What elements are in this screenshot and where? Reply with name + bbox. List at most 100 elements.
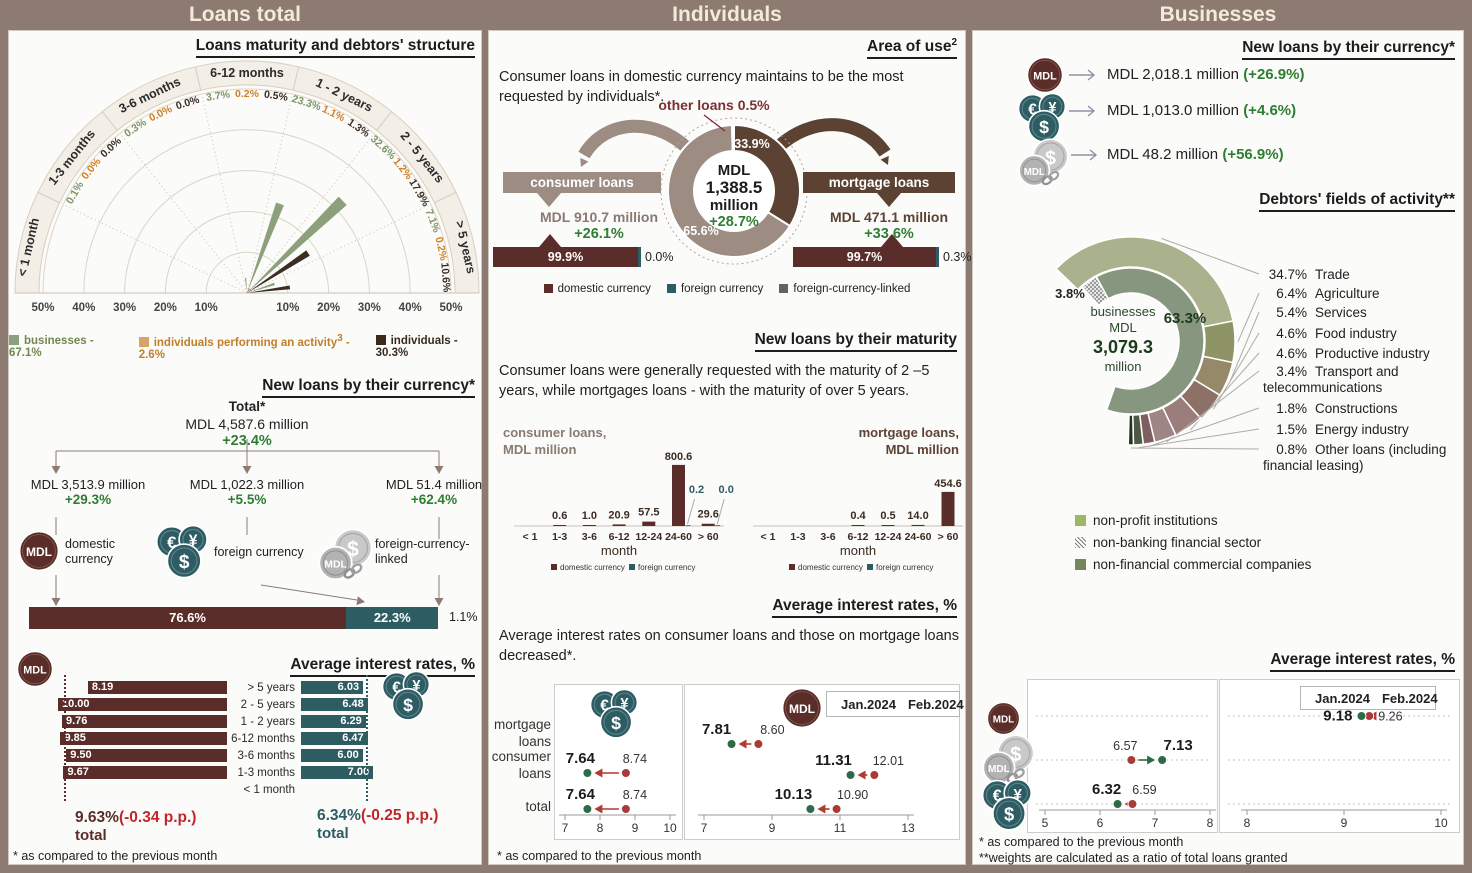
field-row: 4.6% Food industry: [1276, 326, 1397, 341]
maturity-structure-title: Loans maturity and debtors' structure: [195, 37, 475, 58]
svg-text:0.5%: 0.5%: [263, 88, 289, 103]
svg-text:8: 8: [597, 821, 604, 835]
svg-text:domestic currency: domestic currency: [560, 563, 625, 572]
mortgage-loans-banner: mortgage loans: [803, 172, 955, 193]
tornado-chart: > 5 years 8.19 6.03 2 - 5 years 10.00 6.48 1 -…: [9, 675, 483, 811]
svg-text:domestic currency: domestic currency: [798, 563, 863, 572]
footnote-biz-2: **weights are calculated as a ratio of t…: [979, 851, 1288, 865]
svg-text:6.59: 6.59: [1132, 783, 1156, 797]
legend-linked: foreign-currency-linked: [779, 283, 910, 295]
row-label-consumer: consumer loans: [491, 749, 551, 781]
svg-text:¥: ¥: [189, 533, 198, 550]
foreign-coins-icon: € ¥ $: [155, 524, 211, 586]
svg-text:6-12 months: 6-12 months: [210, 66, 284, 80]
svg-text:¥: ¥: [412, 678, 421, 694]
svg-text:20.9: 20.9: [608, 509, 629, 521]
biz-legend-nfcc: non-financial commercial companies: [1075, 557, 1311, 572]
mortgage-amount: MDL 471.1 million: [830, 209, 948, 225]
mortgage-bar-outside: 0.3%: [943, 250, 972, 264]
svg-text:6.57: 6.57: [1113, 739, 1137, 753]
svg-text:9.18: 9.18: [1323, 708, 1352, 725]
svg-text:million: million: [710, 197, 758, 214]
svg-text:12.01: 12.01: [873, 754, 904, 768]
biz-row-fx: MDL 1,013.0 million (+4.6%): [1107, 102, 1297, 119]
field-row-line2: telecommunications: [1263, 380, 1383, 395]
svg-text:$: $: [403, 695, 413, 715]
currency-title: New loans by their currency*: [262, 377, 475, 398]
maturity-bar-charts: < 1 1-3 0.6 3-6 1.0 6-12 20.9 12-24 57.5 24-60 800…: [514, 451, 963, 572]
svg-text:50%: 50%: [31, 302, 54, 314]
svg-text:MDL: MDL: [1033, 70, 1057, 82]
total-amount: MDL 4,587.6 million: [185, 416, 309, 432]
legend-businesses: businesses - 67.1%: [9, 334, 94, 359]
svg-text:MDL: MDL: [988, 764, 1010, 775]
field-row: 6.4% Agriculture: [1276, 286, 1380, 301]
fields-title: Debtors' fields of activity**: [1259, 191, 1455, 212]
svg-text:€: €: [993, 787, 1002, 805]
svg-text:6-12: 6-12: [609, 531, 630, 543]
svg-text:65.6%: 65.6%: [683, 224, 718, 238]
svg-text:7: 7: [1152, 816, 1159, 830]
consumer-bar-pointer: [539, 234, 561, 247]
svg-text:12-24: 12-24: [635, 531, 662, 543]
svg-text:$: $: [1010, 744, 1021, 766]
svg-text:8.74: 8.74: [623, 788, 647, 802]
svg-text:9: 9: [1341, 816, 1348, 830]
svg-text:7: 7: [701, 821, 708, 835]
svg-text:$: $: [179, 552, 190, 573]
field-row: 5.4% Services: [1276, 305, 1367, 320]
mdl-coin-icon: MDL: [987, 702, 1020, 740]
foreign-coins-icon: € ¥ $: [981, 778, 1035, 838]
row-label-mortgage: mortgage loans: [493, 717, 551, 749]
rates-title-left: Average interest rates, %: [290, 656, 475, 677]
mdl-coin-icon: MDL: [782, 688, 822, 733]
svg-text:foreign currency: foreign currency: [876, 563, 933, 572]
column-title-businesses: Businesses: [1159, 3, 1277, 26]
currency-tree-connectors: [51, 439, 444, 606]
rates-text: Average interest rates on consumer loans…: [499, 628, 959, 664]
svg-text:$: $: [611, 713, 621, 733]
branch-domestic: MDL 3,513.9 million +29.3%: [30, 477, 146, 507]
column-title-loans-total: Loans total: [188, 3, 301, 26]
mdl-coin-icon: MDL: [17, 651, 53, 692]
svg-text:3,079.3: 3,079.3: [1093, 337, 1153, 357]
svg-text:6-12: 6-12: [847, 531, 868, 543]
arrow-right-icon: [1071, 149, 1098, 161]
svg-text:0.6: 0.6: [552, 510, 567, 522]
svg-text:$: $: [1045, 147, 1056, 169]
branch-linked: MDL 51.4 million +62.4%: [385, 477, 483, 507]
biz-rates-legend: Jan.2024 Feb.2024: [1300, 686, 1438, 710]
svg-text:20%: 20%: [317, 302, 340, 314]
svg-text:MDL: MDL: [1024, 167, 1045, 178]
svg-text:< 1: < 1: [523, 531, 538, 543]
consumer-change: +26.1%: [574, 226, 624, 242]
field-row-line2: financial leasing): [1263, 458, 1364, 473]
biz-row-linked: MDL 48.2 million (+56.9%): [1107, 146, 1284, 163]
svg-text:MDL: MDL: [26, 545, 52, 559]
svg-text:€: €: [1028, 101, 1037, 118]
svg-text:0.2: 0.2: [689, 484, 704, 496]
field-row: 4.6% Productive industry: [1276, 346, 1430, 361]
rates-title-mid: Average interest rates, %: [772, 597, 957, 618]
svg-text:3-6: 3-6: [582, 531, 597, 543]
svg-text:24-60: 24-60: [905, 531, 932, 543]
svg-text:MDL: MDL: [1109, 320, 1136, 335]
biz-rates-left-box: 5 6 7 8 7.13 6.57 6.32 6.59: [1027, 679, 1218, 833]
area-of-use-text: Consumer loans in domestic currency main…: [499, 69, 904, 105]
svg-text:10.90: 10.90: [837, 788, 868, 802]
svg-text:12-24: 12-24: [875, 531, 902, 543]
linked-currency-label: foreign-currency-linked: [375, 537, 470, 567]
svg-text:MDL: MDL: [718, 162, 751, 179]
svg-text:€: €: [167, 533, 177, 552]
svg-text:0.0: 0.0: [719, 484, 734, 496]
svg-text:7.64: 7.64: [566, 750, 596, 767]
svg-text:> 60: > 60: [938, 531, 959, 543]
svg-text:30%: 30%: [358, 302, 381, 314]
mdl-coin-icon: MDL: [19, 531, 59, 576]
column-title-individuals: Individuals: [672, 3, 782, 26]
foreign-coins-icon: € ¥ $: [1017, 92, 1069, 150]
maturity-polar-chart: 0.1%0.3%3.7% 23.3%32.6%7.1%0.0%0.0%0.2%1.…: [14, 60, 480, 314]
svg-text:50%: 50%: [439, 302, 462, 314]
